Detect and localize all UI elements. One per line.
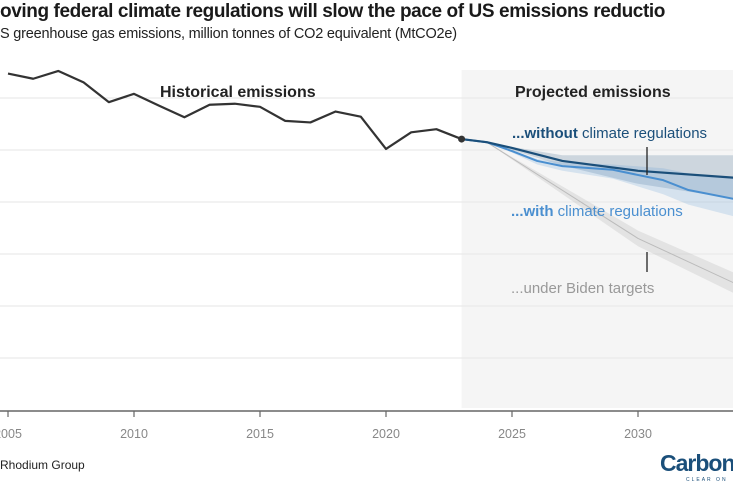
carbon-brief-logo: Carbon	[660, 450, 733, 476]
x-tick-label: 2020	[372, 427, 400, 441]
x-tick-label: 2010	[120, 427, 148, 441]
x-tick-label: 2015	[246, 427, 274, 441]
series-line	[7, 69, 463, 151]
with-regulations-label: ...with climate regulations	[511, 203, 683, 220]
uncertainty-band	[461, 139, 733, 293]
source-text: Rhodium Group	[0, 458, 85, 472]
x-tick-label: 2030	[624, 427, 652, 441]
without-regulations-label: ...without climate regulations	[512, 125, 707, 142]
projected-label: Projected emissions	[515, 84, 671, 101]
chart-title: oving federal climate regulations will s…	[0, 1, 665, 22]
x-tick-label: 2025	[498, 427, 526, 441]
biden-targets-label: ...under Biden targets	[511, 280, 654, 297]
series-line	[461, 137, 733, 179]
historical-label: Historical emissions	[160, 84, 316, 101]
x-tick-label: 2005	[0, 427, 22, 441]
projection-background	[461, 70, 733, 408]
chart-subtitle: S greenhouse gas emissions, million tonn…	[0, 26, 457, 42]
logo-tagline: CLEAR ON	[686, 477, 728, 483]
last-historical-point	[458, 135, 466, 143]
